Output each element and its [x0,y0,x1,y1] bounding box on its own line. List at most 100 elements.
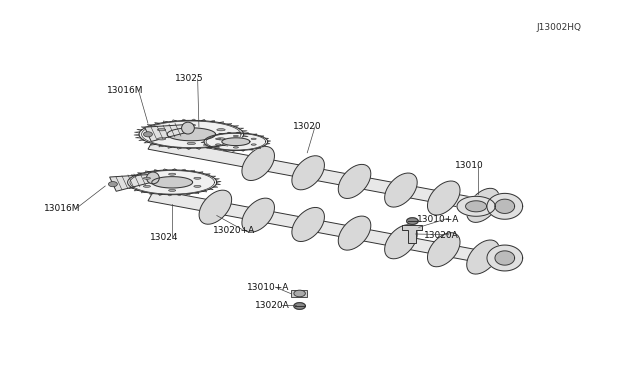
Ellipse shape [194,185,201,187]
Text: 13016M: 13016M [44,203,80,213]
Polygon shape [172,120,177,121]
Polygon shape [124,180,129,181]
Polygon shape [213,186,218,187]
Polygon shape [150,193,154,195]
Polygon shape [227,124,232,125]
Polygon shape [268,141,271,142]
Ellipse shape [182,122,195,134]
Text: 13024: 13024 [150,233,178,242]
Ellipse shape [143,185,150,187]
Polygon shape [201,142,204,143]
Polygon shape [233,126,239,127]
Polygon shape [172,169,177,170]
Polygon shape [211,135,215,136]
Ellipse shape [157,129,166,131]
Polygon shape [168,147,172,148]
Polygon shape [262,145,267,147]
Polygon shape [223,145,228,146]
Polygon shape [214,179,220,180]
Polygon shape [216,184,221,185]
Ellipse shape [157,138,166,140]
Ellipse shape [187,124,195,126]
Polygon shape [208,189,213,190]
Text: J13002HQ: J13002HQ [536,23,582,32]
Polygon shape [292,156,324,190]
Polygon shape [202,190,207,192]
Polygon shape [243,133,249,134]
Text: 13010+A: 13010+A [417,215,459,224]
Polygon shape [241,131,247,132]
Polygon shape [191,119,196,121]
Polygon shape [339,164,371,199]
Polygon shape [495,199,515,214]
Polygon shape [249,149,253,150]
Polygon shape [211,176,216,177]
Polygon shape [139,140,145,141]
Polygon shape [487,193,523,219]
Polygon shape [141,127,147,128]
Polygon shape [150,144,156,145]
Ellipse shape [216,138,221,140]
Polygon shape [219,133,223,134]
Polygon shape [208,147,212,148]
Ellipse shape [168,189,176,192]
Circle shape [143,132,152,137]
Ellipse shape [168,173,176,175]
Polygon shape [159,145,164,147]
Polygon shape [466,201,486,212]
Ellipse shape [234,135,239,137]
Polygon shape [141,192,146,193]
Polygon shape [167,128,216,141]
Polygon shape [260,136,264,137]
Polygon shape [223,150,227,151]
Circle shape [108,182,117,187]
Polygon shape [291,290,307,297]
Polygon shape [205,137,209,138]
Text: 13010: 13010 [456,161,484,170]
Polygon shape [243,135,248,137]
Polygon shape [266,143,270,144]
Polygon shape [495,251,515,265]
Polygon shape [148,190,511,267]
Polygon shape [190,170,195,171]
Polygon shape [227,132,231,133]
Polygon shape [199,190,232,224]
Polygon shape [181,169,186,170]
Polygon shape [148,138,511,216]
Ellipse shape [217,138,225,140]
Polygon shape [339,216,371,250]
Ellipse shape [251,138,256,140]
Text: 13025: 13025 [175,74,204,83]
Text: 13016M: 13016M [108,86,144,94]
Polygon shape [241,150,245,151]
Polygon shape [406,218,418,224]
Polygon shape [236,132,241,133]
Ellipse shape [234,147,239,148]
Polygon shape [385,173,417,207]
Polygon shape [428,233,460,267]
Polygon shape [265,138,269,139]
Polygon shape [145,125,189,141]
Polygon shape [215,148,219,150]
Polygon shape [294,303,305,310]
Polygon shape [428,181,460,215]
Polygon shape [230,143,236,144]
Polygon shape [168,195,172,196]
Polygon shape [202,139,205,141]
Polygon shape [138,173,142,174]
Polygon shape [238,128,244,129]
Polygon shape [385,225,417,259]
Polygon shape [401,225,422,243]
Polygon shape [152,177,193,188]
Polygon shape [205,147,210,149]
Polygon shape [242,147,275,180]
Polygon shape [205,174,211,175]
Polygon shape [487,245,523,271]
Polygon shape [134,132,140,133]
Polygon shape [257,147,260,148]
Polygon shape [127,170,217,195]
Ellipse shape [251,144,256,145]
Polygon shape [467,188,499,222]
Polygon shape [129,187,134,189]
Polygon shape [253,134,257,135]
